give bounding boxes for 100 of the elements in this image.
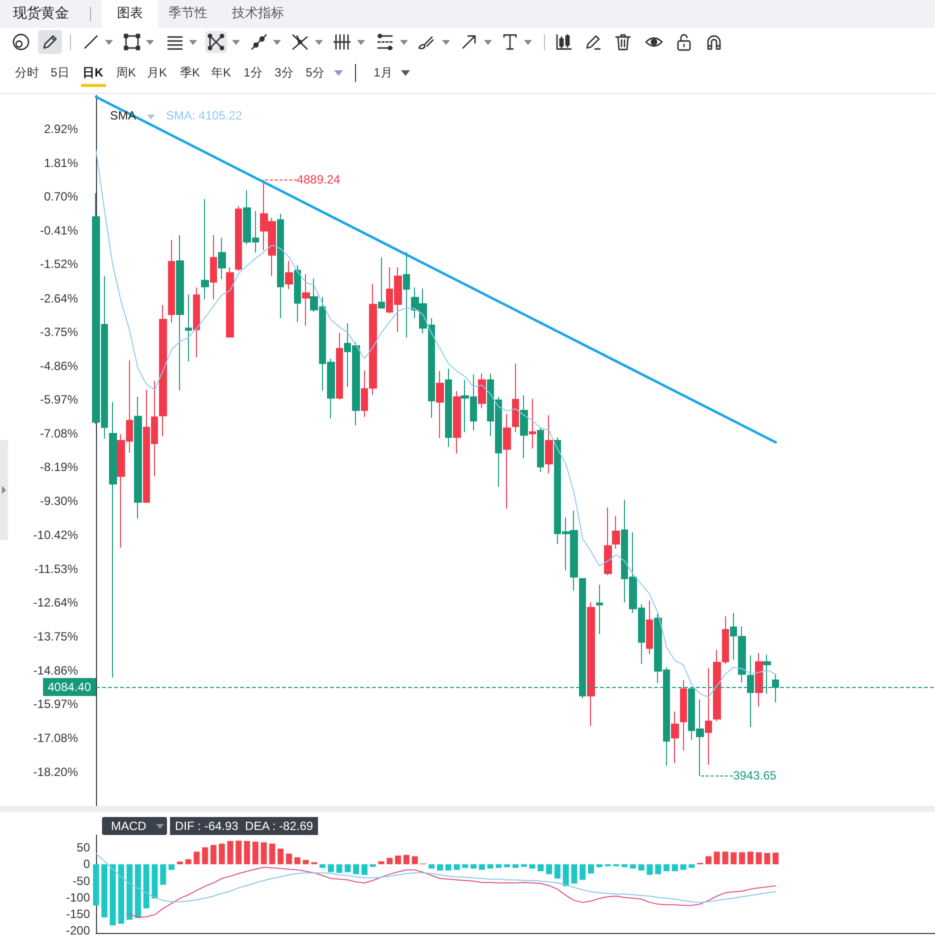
- y-tick-label: -1.52%: [40, 257, 78, 272]
- bar: [672, 864, 678, 872]
- bar: [218, 844, 225, 864]
- candlestick: [294, 264, 301, 323]
- candlestick: [537, 426, 544, 473]
- line-series: [96, 853, 776, 903]
- bar: [504, 864, 510, 868]
- candlestick: [218, 238, 226, 280]
- y-tick-label: -10.42%: [33, 528, 78, 542]
- candlestick: [453, 390, 461, 454]
- bar: [101, 864, 108, 918]
- annotation: 3943.65: [733, 768, 776, 784]
- chart-title: MACD: [111, 818, 146, 835]
- y-tick-label: -13.75%: [33, 629, 78, 644]
- candlestick: [210, 234, 217, 300]
- text: 季节性: [168, 4, 208, 22]
- candlestick: [604, 506, 612, 576]
- bar: [680, 864, 686, 870]
- bar: [580, 864, 586, 880]
- text: 图表: [117, 4, 143, 22]
- bar: [378, 861, 384, 864]
- y-tick-label: -200: [66, 924, 90, 938]
- bar: [93, 864, 99, 906]
- candlestick: [436, 370, 444, 439]
- bar: [630, 864, 636, 869]
- bar: [168, 864, 175, 870]
- bar: [202, 847, 208, 864]
- bar: [512, 864, 518, 868]
- bar: [546, 864, 552, 874]
- bar: [395, 856, 402, 864]
- candlestick: [403, 252, 410, 338]
- bar: [588, 864, 594, 874]
- bar: [730, 852, 737, 864]
- bar: [236, 840, 242, 864]
- y-tick-label: -11.53%: [34, 562, 78, 576]
- bar: [302, 860, 309, 864]
- candlestick: [529, 398, 536, 450]
- bar: [470, 864, 477, 869]
- candlestick: [201, 198, 209, 300]
- bar: [269, 844, 276, 864]
- bar: [655, 864, 662, 874]
- bar: [210, 844, 216, 864]
- candlestick: [159, 304, 167, 437]
- bar: [370, 864, 376, 867]
- y-tick-label: -15.97%: [33, 697, 78, 712]
- bar: [688, 864, 695, 868]
- bar: [714, 852, 720, 864]
- candlestick: [277, 213, 284, 319]
- candlestick: [176, 234, 184, 392]
- text: 年K: [210, 66, 232, 80]
- bar: [487, 864, 494, 869]
- bar: [664, 864, 670, 872]
- candlestick: [378, 257, 385, 310]
- text: 1月: [374, 66, 392, 80]
- bar: [705, 856, 712, 864]
- y-tick-label: -14.86%: [33, 663, 78, 678]
- text: 5分: [306, 66, 324, 80]
- text: 1分: [244, 66, 262, 80]
- y-tick-label: -3.75%: [40, 325, 78, 340]
- bar: [361, 864, 368, 875]
- y-tick-label: -4.86%: [40, 358, 78, 373]
- candlestick: [478, 372, 486, 409]
- bar: [445, 864, 452, 871]
- text: 5日: [50, 66, 70, 80]
- text: 月K: [146, 66, 168, 80]
- bar: [554, 864, 560, 879]
- bar: [747, 852, 754, 864]
- y-tick-label: 0.70%: [44, 190, 78, 204]
- candlestick: [713, 649, 721, 722]
- y-tick-label: 2.92%: [44, 122, 78, 136]
- bar: [739, 852, 746, 864]
- bar: [454, 864, 460, 870]
- bar: [756, 852, 762, 864]
- bar: [194, 852, 200, 864]
- bar: [176, 862, 183, 864]
- bar: [227, 840, 234, 864]
- bar: [134, 864, 141, 918]
- y-tick-label: 1.81%: [44, 156, 78, 170]
- y-tick-label: -18.20%: [33, 764, 78, 779]
- annotation: SMA: 4105.22: [166, 108, 242, 124]
- candlestick: [503, 413, 511, 510]
- text: 技术指标: [232, 4, 284, 22]
- bar: [478, 864, 485, 870]
- candlestick: [722, 616, 729, 665]
- text: 3分: [274, 66, 294, 80]
- y-tick-label: -8.19%: [40, 460, 78, 474]
- bar: [118, 864, 124, 924]
- bar: [244, 840, 250, 864]
- bar: [278, 848, 284, 864]
- y-tick-label: -100: [66, 890, 90, 904]
- candlestick: [445, 368, 452, 448]
- candlestick: [512, 362, 519, 433]
- readout-box: DIF : -64.93 DEA : -82.69: [170, 817, 318, 835]
- candlestick: [193, 286, 200, 358]
- indicator-button: MACD: [102, 817, 167, 835]
- candlestick: [755, 652, 763, 707]
- candlestick: [612, 515, 620, 550]
- y-tick-label: 0: [83, 857, 90, 872]
- line-series: [129, 866, 776, 918]
- candlestick: [168, 239, 175, 324]
